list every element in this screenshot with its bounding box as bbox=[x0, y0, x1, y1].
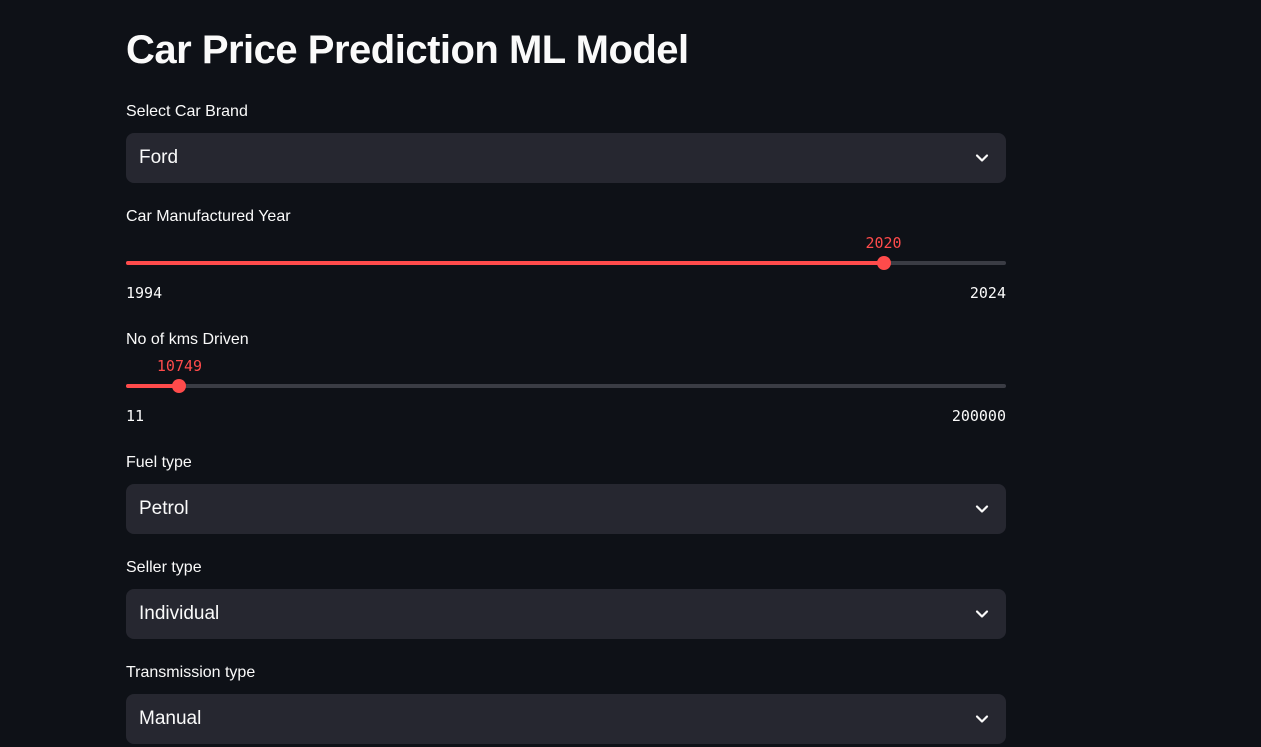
kms-label: No of kms Driven bbox=[126, 331, 249, 348]
brand-label: Select Car Brand bbox=[126, 103, 248, 120]
brand-select-value: Ford bbox=[139, 147, 179, 168]
kms-slider-track[interactable] bbox=[126, 384, 1006, 388]
year-slider-value: 2020 bbox=[865, 234, 902, 252]
chevron-down-icon bbox=[975, 715, 989, 723]
seller-select-value: Individual bbox=[139, 603, 220, 624]
transmission-label: Transmission type bbox=[126, 664, 256, 681]
year-label: Car Manufactured Year bbox=[126, 208, 291, 225]
year-slider-max: 2024 bbox=[969, 284, 1006, 302]
transmission-select[interactable]: Manual bbox=[126, 694, 1006, 744]
year-slider[interactable]: 2020 1994 2024 bbox=[126, 230, 1006, 310]
seller-label: Seller type bbox=[126, 559, 202, 576]
brand-select[interactable]: Ford bbox=[126, 133, 1006, 183]
kms-slider[interactable]: 10749 11 200000 bbox=[126, 353, 1006, 433]
chevron-down-icon bbox=[975, 154, 989, 162]
kms-slider-fill bbox=[126, 384, 180, 388]
fuel-label: Fuel type bbox=[126, 454, 192, 471]
kms-slider-max: 200000 bbox=[951, 407, 1006, 425]
year-slider-fill bbox=[126, 261, 884, 265]
kms-slider-thumb[interactable] bbox=[172, 379, 187, 393]
year-slider-thumb[interactable] bbox=[876, 256, 891, 270]
transmission-select-value: Manual bbox=[139, 708, 202, 729]
year-slider-min: 1994 bbox=[126, 284, 163, 302]
chevron-down-icon bbox=[975, 505, 989, 513]
page-title: Car Price Prediction ML Model bbox=[126, 28, 689, 72]
kms-slider-min: 11 bbox=[126, 407, 145, 425]
year-slider-track[interactable] bbox=[126, 261, 1006, 265]
chevron-down-icon bbox=[975, 610, 989, 618]
kms-slider-value: 10749 bbox=[156, 357, 203, 375]
fuel-select[interactable]: Petrol bbox=[126, 484, 1006, 534]
fuel-select-value: Petrol bbox=[139, 498, 189, 519]
seller-select[interactable]: Individual bbox=[126, 589, 1006, 639]
